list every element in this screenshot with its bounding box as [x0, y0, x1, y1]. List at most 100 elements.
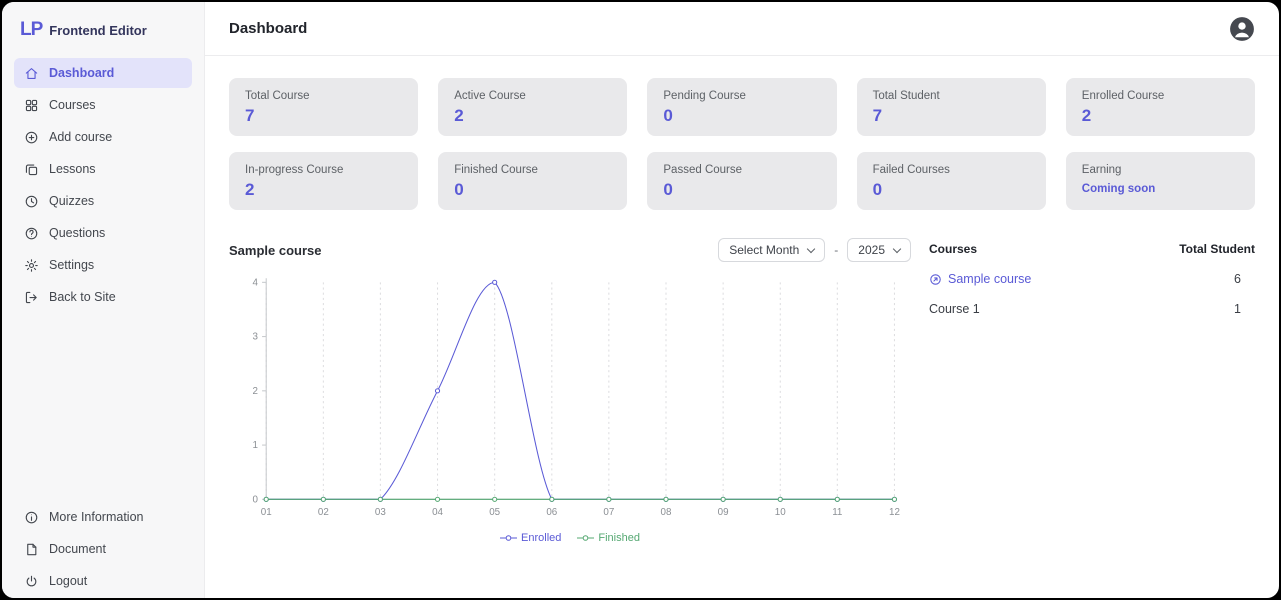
- svg-text:03: 03: [375, 507, 386, 518]
- lp-logo-icon: LP: [20, 19, 43, 40]
- course-row: Course 1 1: [929, 302, 1255, 316]
- stat-value: Coming soon: [1081, 183, 1156, 195]
- stat-card-total-course: Total Course 7: [229, 78, 419, 136]
- sidebar-item-courses[interactable]: Courses: [14, 90, 192, 120]
- sidebar-item-more-information[interactable]: More Information: [14, 502, 192, 532]
- info-circle-icon: [25, 511, 38, 523]
- avatar[interactable]: [1229, 16, 1255, 42]
- sidebar: LP Frontend Editor Dashboard Courses Add…: [2, 2, 205, 598]
- stat-cards: Total Course 7 Active Course 2 Pending C…: [229, 78, 1255, 210]
- sidebar-item-document[interactable]: Document: [14, 534, 192, 564]
- external-link-icon: [930, 273, 941, 285]
- svg-text:01: 01: [261, 507, 272, 518]
- legend-item-enrolled[interactable]: Enrolled: [500, 532, 561, 544]
- svg-text:4: 4: [252, 277, 258, 288]
- sidebar-item-logout[interactable]: Logout: [14, 566, 192, 596]
- svg-text:0: 0: [252, 494, 258, 505]
- stat-card-finished-course: Finished Course 0: [438, 152, 628, 210]
- sidebar-item-questions[interactable]: Questions: [14, 218, 192, 248]
- sidebar-item-dashboard[interactable]: Dashboard: [14, 58, 192, 88]
- sidebar-item-settings[interactable]: Settings: [14, 250, 192, 280]
- svg-text:10: 10: [775, 507, 786, 518]
- chart-section: Sample course Select Month - 2025: [229, 236, 911, 598]
- sidebar-item-add-course[interactable]: Add course: [14, 122, 192, 152]
- stat-value: 0: [663, 106, 673, 125]
- svg-text:04: 04: [432, 507, 443, 518]
- clock-icon: [25, 195, 38, 207]
- top-bar: Dashboard: [205, 2, 1279, 56]
- home-icon: [25, 67, 38, 79]
- chart-legend: Enrolled Finished: [229, 532, 911, 544]
- total-student-column-header: Total Student: [1179, 242, 1255, 256]
- question-circle-icon: [25, 227, 38, 239]
- chart-title: Sample course: [229, 242, 322, 258]
- month-select[interactable]: Select Month: [718, 238, 826, 262]
- logo[interactable]: LP Frontend Editor: [2, 2, 204, 56]
- courses-panel: Courses Total Student Sample course 6 Co…: [929, 236, 1255, 598]
- grid-icon: [25, 99, 38, 111]
- lower-section: Sample course Select Month - 2025: [229, 236, 1255, 598]
- main-area: Dashboard Total Course 7 Active Course 2…: [205, 2, 1279, 598]
- copy-icon: [25, 163, 38, 175]
- year-select[interactable]: 2025: [847, 238, 911, 262]
- user-avatar-icon: [1230, 16, 1254, 41]
- chevron-down-icon: [892, 244, 902, 253]
- stat-card-earning: Earning Coming soon: [1065, 152, 1255, 210]
- sidebar-item-quizzes[interactable]: Quizzes: [14, 186, 192, 216]
- stat-card-enrolled-course: Enrolled Course 2: [1065, 78, 1255, 136]
- stat-card-total-student: Total Student 7: [856, 78, 1046, 136]
- svg-text:07: 07: [603, 507, 614, 518]
- svg-text:3: 3: [252, 332, 258, 343]
- course-row: Sample course 6: [929, 272, 1255, 286]
- gear-icon: [25, 258, 38, 272]
- course-name: Course 1: [929, 302, 980, 316]
- stat-value: 7: [245, 106, 255, 125]
- svg-text:11: 11: [832, 507, 842, 518]
- svg-text:09: 09: [718, 507, 729, 518]
- stat-value: 7: [872, 106, 883, 125]
- page-title: Dashboard: [229, 20, 308, 37]
- course-link-sample-course[interactable]: Sample course: [929, 272, 1031, 286]
- sidebar-item-back-to-site[interactable]: Back to Site: [14, 282, 192, 312]
- chevron-down-icon: [807, 244, 816, 253]
- stat-card-failed-courses: Failed Courses 0: [856, 152, 1046, 210]
- course-student-count: 6: [1234, 272, 1241, 286]
- svg-text:2: 2: [252, 386, 257, 397]
- stat-card-passed-course: Passed Course 0: [647, 152, 837, 210]
- stat-value: 2: [245, 180, 255, 199]
- svg-text:05: 05: [489, 507, 500, 518]
- chart-controls: Select Month - 2025: [718, 238, 911, 262]
- plus-circle-icon: [25, 131, 38, 143]
- stat-card-inprogress-course: In-progress Course 2: [229, 152, 419, 210]
- stat-value: 0: [663, 180, 673, 199]
- legend-label: Enrolled: [521, 532, 562, 545]
- svg-text:1: 1: [252, 440, 257, 451]
- legend-label: Finished: [598, 532, 640, 545]
- dashboard-content: Total Course 7 Active Course 2 Pending C…: [205, 56, 1279, 598]
- svg-text:06: 06: [546, 507, 557, 518]
- stat-value: 2: [454, 106, 464, 125]
- stat-card-active-course: Active Course 2: [438, 78, 628, 136]
- document-icon: [27, 543, 37, 555]
- stat-card-pending-course: Pending Course 0: [647, 78, 837, 136]
- svg-text:08: 08: [661, 507, 672, 518]
- exit-icon: [25, 291, 37, 303]
- power-icon: [26, 575, 37, 586]
- brand-name: Frontend Editor: [49, 22, 147, 38]
- courses-column-header: Courses: [929, 242, 978, 256]
- sidebar-nav: Dashboard Courses Add course Lessons Qui…: [2, 56, 204, 314]
- legend-marker-icon: [500, 535, 518, 542]
- stat-value: 0: [872, 180, 883, 199]
- range-separator: -: [834, 243, 839, 257]
- svg-text:02: 02: [318, 507, 329, 518]
- legend-item-finished[interactable]: Finished: [577, 532, 640, 544]
- course-student-count: 1: [1234, 302, 1241, 316]
- stat-value: 2: [1081, 106, 1092, 125]
- sidebar-item-lessons[interactable]: Lessons: [14, 154, 192, 184]
- svg-text:12: 12: [889, 507, 900, 518]
- stat-value: 0: [454, 180, 464, 199]
- sidebar-footer: More Information Document Logout: [2, 502, 204, 598]
- legend-marker-icon: [577, 535, 595, 542]
